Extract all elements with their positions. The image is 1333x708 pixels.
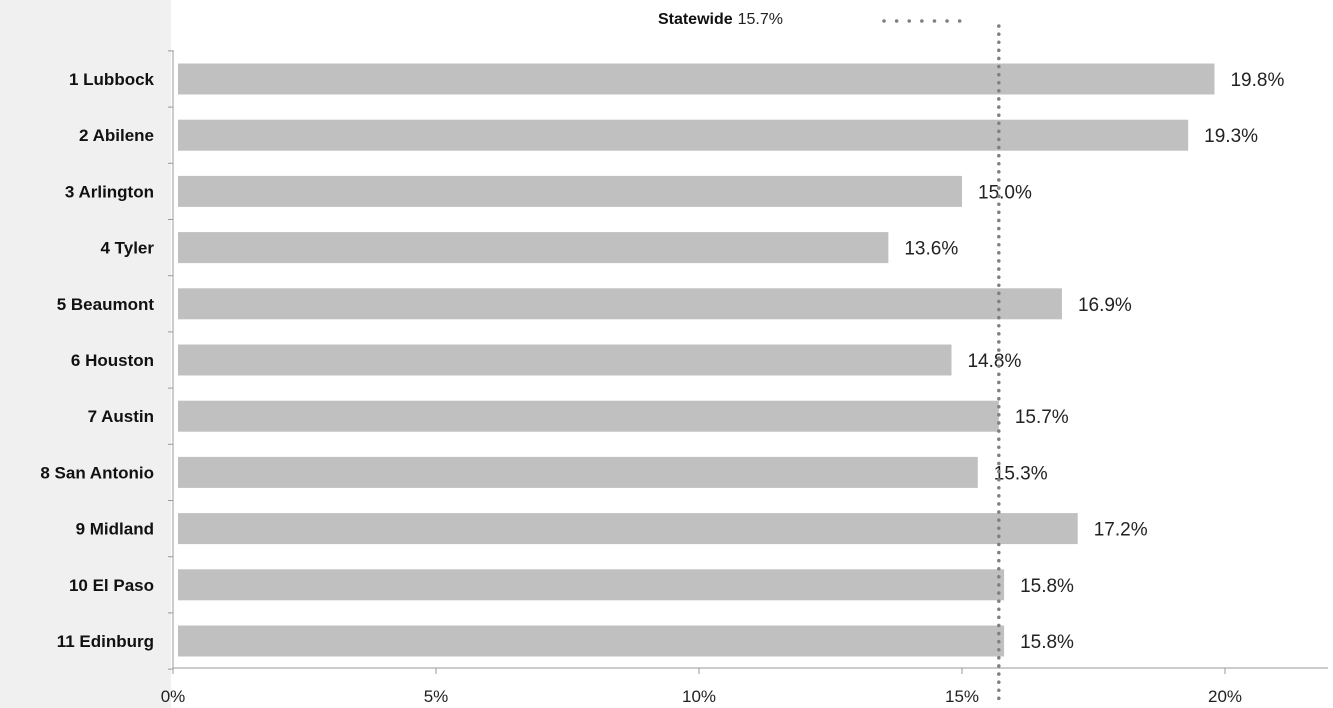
- bar: [178, 119, 1189, 151]
- label-column-background: [0, 0, 171, 708]
- bar: [178, 288, 1062, 320]
- category-label: 10 El Paso: [69, 576, 154, 595]
- legend-text: Statewide 15.7%: [658, 11, 783, 28]
- x-tick-label: 10%: [682, 687, 716, 706]
- value-label: 15.3%: [994, 463, 1048, 484]
- bar: [178, 232, 889, 264]
- value-label: 19.8%: [1230, 70, 1284, 91]
- category-label: 1 Lubbock: [69, 70, 155, 89]
- x-tick-label: 0%: [161, 687, 186, 706]
- legend: Statewide 15.7%: [658, 11, 962, 28]
- bar: [178, 625, 1005, 657]
- bar: [178, 513, 1078, 545]
- value-label: 15.7%: [1015, 407, 1069, 428]
- bar: [178, 175, 962, 207]
- legend-label: Statewide: [658, 11, 733, 28]
- category-label: 3 Arlington: [65, 182, 154, 201]
- value-label: 15.0%: [978, 182, 1032, 203]
- category-label: 9 Midland: [76, 520, 154, 539]
- x-tick-label: 5%: [424, 687, 449, 706]
- bar: [178, 63, 1215, 95]
- value-label: 13.6%: [904, 239, 958, 260]
- value-label: 19.3%: [1204, 126, 1258, 147]
- value-label: 15.8%: [1020, 576, 1074, 597]
- value-label: 16.9%: [1078, 295, 1132, 316]
- category-label: 2 Abilene: [79, 126, 154, 145]
- category-label: 5 Beaumont: [57, 295, 155, 314]
- x-axis: 0% 5% 10% 15% 20%: [161, 50, 1328, 706]
- category-label: 8 San Antonio: [40, 463, 154, 482]
- legend-value: 15.7%: [738, 11, 783, 28]
- category-label: 6 Houston: [71, 351, 154, 370]
- bar: [178, 569, 1005, 601]
- x-tick-label: 15%: [945, 687, 979, 706]
- x-tick-label: 20%: [1208, 687, 1242, 706]
- value-label: 15.8%: [1020, 632, 1074, 653]
- bar: [178, 344, 952, 376]
- bar: [178, 456, 978, 488]
- category-label: 11 Edinburg: [57, 632, 154, 651]
- category-label: 4 Tyler: [100, 239, 154, 258]
- value-label: 14.8%: [967, 351, 1021, 372]
- value-label: 17.2%: [1094, 520, 1148, 541]
- bar: [178, 400, 999, 432]
- bars-layer: 1 Lubbock 19.8% 2 Abilene 19.3% 3 Arlington 1…: [40, 63, 1284, 657]
- category-label: 7 Austin: [88, 407, 154, 426]
